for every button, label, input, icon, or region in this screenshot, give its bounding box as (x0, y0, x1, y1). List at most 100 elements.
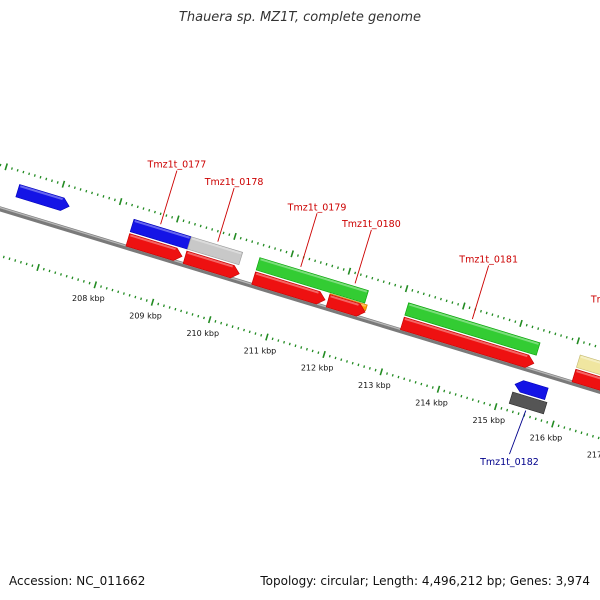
inner-tick-14 (48, 269, 51, 273)
outer-tick-69 (388, 282, 391, 285)
outer-tick-91 (514, 320, 517, 324)
outer-tick-30 (165, 214, 168, 217)
outer-tick-22 (118, 198, 123, 206)
inner-tick-108 (586, 433, 589, 436)
gene-label-tmz1t_0180: Tmz1t_0180 (341, 219, 401, 230)
inner-tick-15 (54, 271, 57, 275)
outer-tick-10 (51, 179, 53, 183)
feature-gloss-f10 (404, 317, 528, 358)
inner-tick-49 (248, 330, 251, 334)
outer-tick-34 (188, 221, 191, 224)
outer-tick-72 (404, 285, 409, 293)
feature-f0 (15, 184, 70, 211)
scale-label-211: 211 kbp (244, 346, 277, 355)
gene-leader-4 (471, 265, 490, 320)
inner-tick-70 (368, 367, 371, 370)
inner-tick-105 (569, 427, 572, 431)
outer-tick-53 (296, 254, 299, 257)
outer-tick-track (0, 163, 597, 348)
outer-tick-95 (537, 327, 540, 330)
outer-tick-83 (468, 306, 471, 310)
feature-gloss-f9 (408, 303, 539, 345)
scale-label-213: 213 kbp (358, 381, 391, 390)
outer-tick-42 (233, 232, 237, 240)
outer-tick-86 (485, 311, 488, 315)
outer-tick-41 (228, 233, 231, 237)
inner-tick-98 (529, 415, 531, 419)
outer-tick-77 (434, 295, 437, 299)
gene-label-tmz1t_0179: Tmz1t_0179 (287, 202, 347, 213)
inner-tick-38 (185, 311, 188, 315)
outer-tick-70 (394, 283, 397, 287)
outer-tick-48 (268, 245, 271, 249)
inner-tick-44 (220, 321, 223, 325)
outer-tick-21 (113, 198, 116, 202)
inner-tick-58 (300, 346, 303, 349)
inner-tick-21 (88, 281, 91, 285)
outer-tick-63 (354, 271, 357, 275)
outer-tick-16 (85, 189, 88, 193)
outer-tick-3 (10, 167, 13, 170)
gene-leader-3 (354, 229, 372, 284)
inner-tick-87 (466, 396, 469, 400)
outer-tick-17 (91, 191, 93, 195)
outer-tick-60 (337, 266, 339, 270)
outer-tick-24 (131, 203, 134, 207)
outer-tick-27 (148, 208, 151, 212)
map-title: Thauera sp. MZ1T, complete genome (178, 10, 422, 25)
outer-tick-99 (560, 334, 563, 337)
inner-tick-89 (477, 400, 480, 403)
gene-leader-0 (160, 170, 178, 225)
feature-gloss-f3 (130, 234, 176, 251)
inner-tick-55 (283, 340, 286, 344)
inner-tick-37 (180, 309, 183, 313)
outer-tick-36 (199, 224, 202, 228)
outer-tick-23 (125, 202, 128, 205)
feature-f3 (125, 233, 183, 261)
inner-tick-50 (254, 332, 257, 335)
inner-tick-12 (36, 263, 40, 272)
outer-tick-4 (16, 168, 19, 172)
inner-tick-36 (174, 307, 177, 311)
scale-label-209: 209 kbp (129, 312, 162, 321)
inner-tick-39 (191, 313, 194, 316)
feature-f6 (251, 271, 326, 305)
inner-tick-64 (334, 356, 337, 360)
outer-tick-96 (542, 329, 545, 332)
feature-f10 (400, 316, 535, 368)
outer-tick-32 (176, 215, 180, 223)
inner-tick-67 (351, 361, 354, 365)
inner-tick-107 (580, 431, 583, 435)
outer-tick-64 (359, 273, 362, 277)
inner-tick-106 (574, 429, 577, 433)
inner-tick-40 (197, 314, 200, 318)
inner-tick-65 (340, 358, 343, 362)
outer-tick-68 (382, 280, 385, 283)
inner-tick-83 (443, 389, 446, 393)
outer-tick-5 (22, 170, 25, 174)
inner-tick-79 (420, 382, 423, 386)
outer-tick-101 (571, 337, 574, 341)
inner-tick-102 (551, 420, 555, 428)
outer-tick-8 (39, 175, 42, 179)
outer-tick-55 (308, 257, 311, 261)
feature-gloss-f0 (20, 185, 63, 201)
inner-tick-62 (322, 350, 326, 359)
inner-tick-90 (483, 401, 486, 405)
inner-tick-20 (82, 280, 85, 283)
inner-tick-80 (426, 384, 429, 388)
inner-tick-92 (493, 403, 498, 411)
feature-gloss-f15 (509, 404, 543, 416)
inner-tick-13 (42, 267, 45, 271)
gene-labels: Tmz1t_0177 Tmz1t_0178 Tmz1t_0179 Tmz1t_0180… (147, 160, 600, 468)
outer-tick-57 (319, 261, 322, 264)
inner-tick-74 (391, 373, 394, 377)
scale-label-212: 212 kbp (301, 364, 334, 373)
outer-tick-38 (211, 228, 214, 231)
inner-tick-91 (489, 403, 491, 407)
inner-tick-104 (563, 426, 566, 429)
inner-tick-10 (25, 262, 28, 266)
outer-tick-93 (525, 323, 528, 327)
outer-tick-46 (256, 242, 259, 245)
outer-tick-88 (497, 315, 500, 318)
